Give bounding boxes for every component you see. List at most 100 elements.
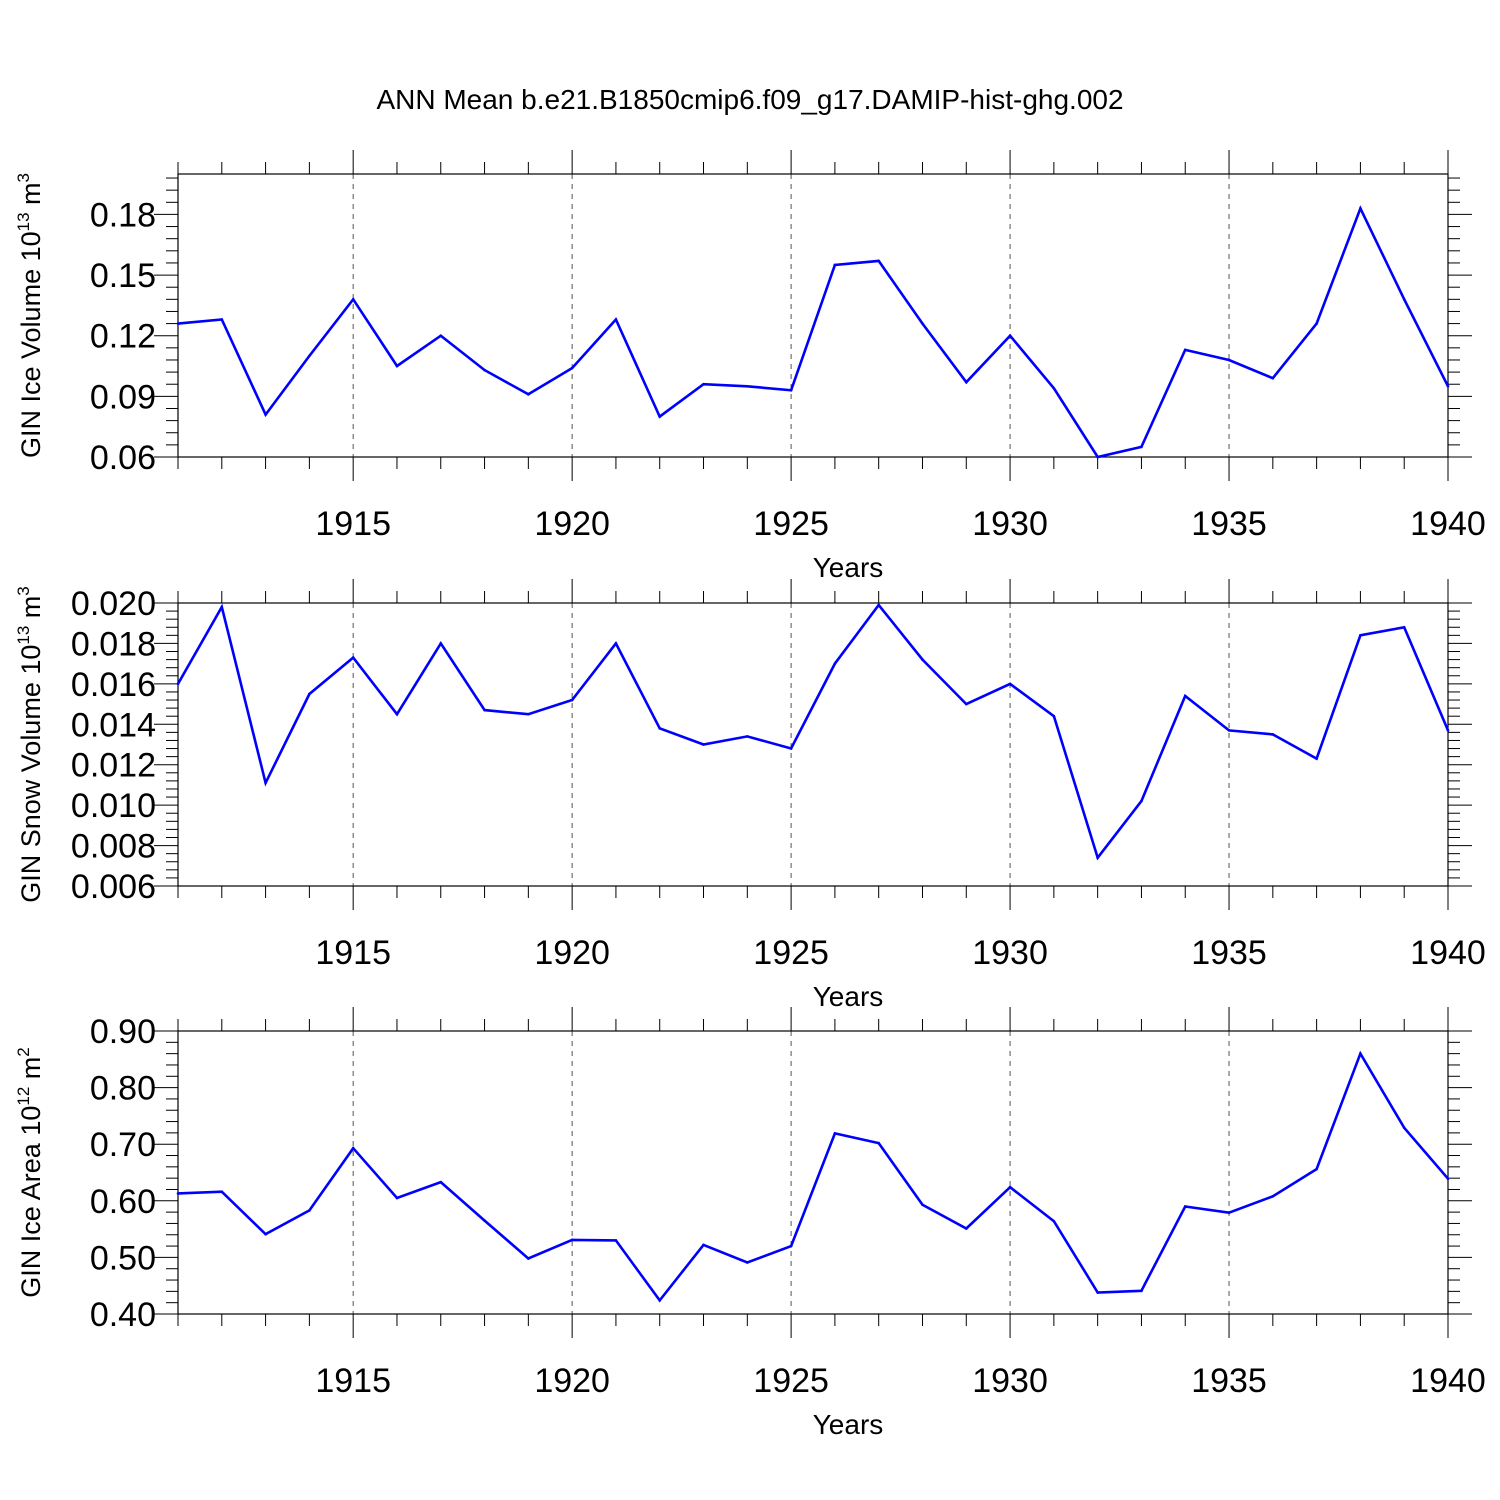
data-point (264, 781, 267, 785)
data-point (1359, 634, 1362, 637)
panel-2: 1915 1920 1925 1930 1935 1940Years0.0060.0080… (14, 579, 1486, 1012)
x-axis-label: Years (813, 1409, 884, 1440)
x-tick-label: 1920 (534, 505, 610, 543)
x-tick-label: 1930 (972, 1362, 1048, 1400)
data-point (264, 1232, 267, 1236)
x-tick-label: 1925 (753, 934, 829, 972)
x-tick-label: 1915 (315, 1362, 391, 1400)
x-tick-label: 1940 (1410, 934, 1486, 972)
data-point (1359, 1052, 1362, 1055)
y-axis-label-text: GIN Snow Volume 10 (16, 645, 46, 903)
data-point (702, 743, 705, 746)
y-axis-label-unit: m (16, 182, 46, 212)
data-point (439, 642, 443, 645)
y-axis-label-unit-exponent: 3 (14, 586, 33, 595)
data-point (351, 1146, 355, 1150)
series-line (176, 602, 1450, 861)
y-tick-label: 0.006 (71, 868, 156, 906)
data-point (483, 1219, 486, 1222)
data-point (1052, 1219, 1056, 1223)
data-point (483, 368, 486, 372)
y-axis-label-unit-exponent: 3 (14, 173, 33, 182)
x-tick-label: 1920 (534, 1362, 610, 1400)
data-point (395, 712, 399, 716)
data-point (483, 708, 486, 712)
plot-frame (177, 602, 1449, 887)
data-point (1096, 1291, 1099, 1294)
data-point (1402, 625, 1406, 629)
data-point (308, 354, 311, 358)
x-tick-label: 1930 (972, 934, 1048, 972)
data-point (1140, 445, 1143, 449)
data-point (614, 318, 618, 321)
data-point (1315, 757, 1318, 760)
series-line (177, 205, 1450, 459)
data-point (527, 393, 530, 396)
y-tick-label: 0.90 (90, 1013, 156, 1051)
data-point (1446, 729, 1450, 732)
data-point (1008, 334, 1012, 338)
data-point (877, 1141, 880, 1145)
x-tick-label: 1935 (1191, 505, 1267, 543)
data-point (527, 1257, 530, 1260)
data-point (1096, 455, 1099, 459)
y-tick-label: 0.012 (71, 747, 156, 785)
y-tick-label: 0.40 (90, 1296, 156, 1334)
data-point (1183, 1205, 1187, 1208)
y-tick-label: 0.70 (90, 1126, 156, 1164)
x-tick-label: 1925 (753, 1362, 829, 1400)
x-tick-label: 1940 (1410, 1362, 1486, 1400)
data-point (176, 322, 180, 325)
x-tick-label: 1935 (1191, 1362, 1267, 1400)
y-axis-label-exponent: 13 (14, 212, 33, 231)
data-point (833, 662, 837, 665)
y-tick-label: 0.016 (71, 666, 156, 704)
y-tick-label: 0.09 (90, 378, 156, 416)
plot-frame (177, 1030, 1449, 1315)
y-axis-label-exponent: 12 (14, 1087, 33, 1106)
data-point (702, 1243, 705, 1247)
y-tick-label: 0.018 (71, 625, 156, 663)
data-point (746, 1261, 749, 1264)
data-point (658, 727, 662, 730)
data-point (220, 605, 224, 609)
y-axis-label-text: GIN Ice Volume 10 (16, 231, 46, 458)
y-axis-label: GIN Ice Area 1012 m2 (14, 1047, 46, 1298)
x-tick-label: 1915 (315, 934, 391, 972)
data-point (1096, 856, 1099, 859)
panel-1: 1915 1920 1925 1930 1935 1940 Years 0.06 0.09 0.1… (14, 150, 1486, 583)
data-point (789, 747, 793, 750)
x-tick-label: 1915 (315, 505, 391, 543)
y-tick-label: 0.014 (71, 706, 156, 744)
data-point (1271, 376, 1275, 380)
x-tick-label: 1935 (1191, 934, 1267, 972)
x-tick-label: 1920 (534, 934, 610, 972)
data-point (833, 263, 837, 267)
y-axis-label-unit: m (16, 596, 46, 626)
data-point (220, 1190, 224, 1194)
data-point (921, 322, 924, 325)
y-tick-label: 0.15 (90, 257, 156, 295)
data-point (1008, 1185, 1012, 1189)
x-tick-label: 1925 (753, 505, 829, 543)
series-line (177, 1050, 1449, 1303)
data-point (877, 259, 880, 263)
panel-3: 1915 1920 1925 1930 1935 1940 Years 0.40 0.50 0.6… (14, 1007, 1486, 1440)
x-axis-label: Years (813, 981, 884, 1012)
y-axis-label: GIN Ice Volume 1013 m3 (14, 173, 46, 458)
x-tick-label: 1940 (1410, 505, 1486, 543)
y-axis-label-unit-exponent: 2 (14, 1047, 33, 1056)
data-point (351, 298, 355, 301)
data-point (1315, 322, 1318, 325)
data-point (746, 735, 749, 738)
data-point (614, 1239, 618, 1242)
data-point (1227, 358, 1231, 362)
data-point (220, 318, 224, 321)
y-tick-label: 0.60 (90, 1183, 156, 1221)
data-point (964, 380, 968, 384)
data-point (570, 366, 574, 370)
data-point (1052, 714, 1056, 718)
data-point (746, 384, 749, 388)
plot-frame (177, 173, 1449, 458)
